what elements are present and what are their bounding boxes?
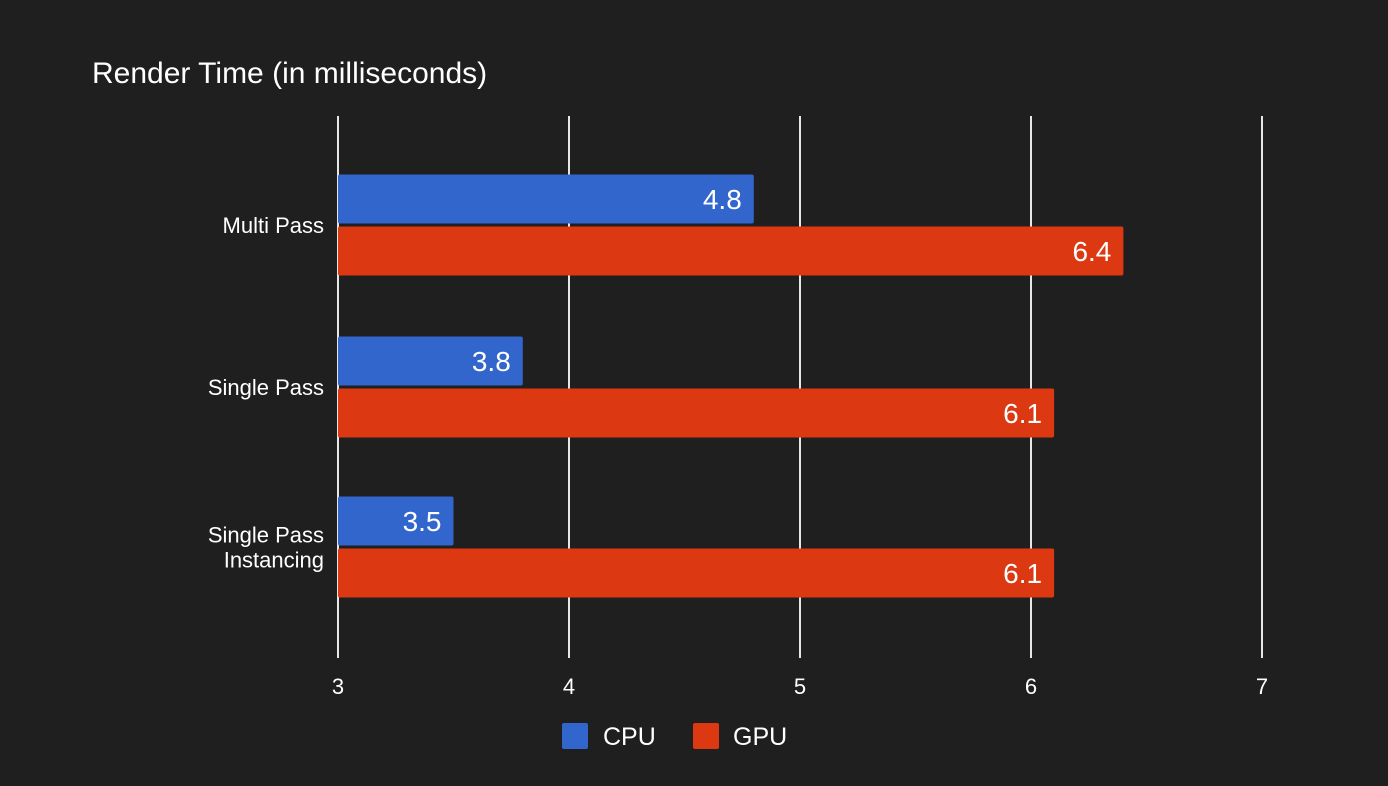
bar-gpu — [338, 226, 1124, 276]
x-tick-label: 3 — [332, 674, 344, 699]
data-label: 6.1 — [1003, 558, 1042, 589]
bar-gpu — [338, 548, 1055, 598]
x-tick-label: 7 — [1256, 674, 1268, 699]
legend: CPU GPU — [562, 723, 787, 751]
x-tick-label: 6 — [1025, 674, 1037, 699]
legend-swatch-gpu — [693, 723, 719, 749]
data-label: 3.8 — [472, 346, 511, 377]
bar-gpu — [338, 388, 1055, 438]
legend-swatch-cpu — [562, 723, 588, 749]
bar-cpu — [338, 336, 523, 386]
category-label: Single Pass — [208, 375, 324, 400]
category-label: Single Pass — [208, 523, 324, 548]
data-label: 6.4 — [1072, 236, 1111, 267]
data-label: 3.5 — [403, 506, 442, 537]
bar-cpu — [338, 496, 454, 546]
legend-label-cpu: CPU — [603, 723, 656, 751]
category-label: Instancing — [224, 548, 324, 573]
x-tick-label: 5 — [794, 674, 806, 699]
category-label: Multi Pass — [223, 213, 324, 238]
x-axis-ticks: 3 4 5 6 7 — [332, 674, 1268, 699]
data-label: 6.1 — [1003, 398, 1042, 429]
bars — [338, 174, 1124, 598]
data-label: 4.8 — [703, 184, 742, 215]
chart-title: Render Time (in milliseconds) — [92, 57, 487, 90]
x-tick-label: 4 — [563, 674, 575, 699]
bar-cpu — [338, 174, 754, 224]
legend-label-gpu: GPU — [733, 723, 787, 751]
data-labels: 4.8 3.8 3.5 6.4 6.1 6.1 — [403, 184, 1112, 589]
